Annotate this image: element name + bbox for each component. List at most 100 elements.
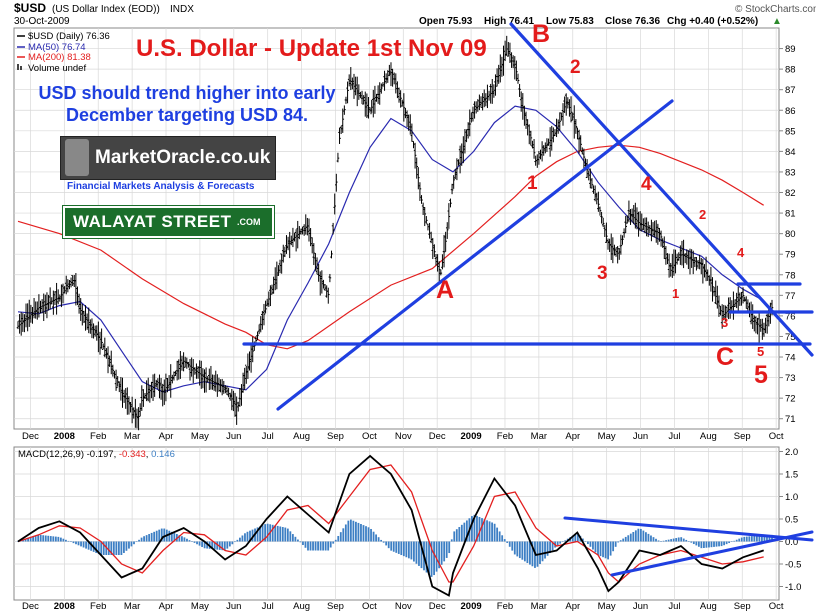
macd-histogram-bar	[211, 541, 214, 550]
ohlc-bar	[351, 77, 354, 90]
macd-x-tick-label: Dec	[429, 601, 446, 611]
ohlc-bar	[751, 304, 755, 329]
macd-histogram-bar	[491, 522, 493, 542]
macd-histogram-bar	[733, 540, 736, 542]
macd-histogram-bar	[629, 533, 632, 542]
ohlc-bar	[365, 93, 369, 119]
ohlc-bar	[262, 303, 266, 326]
ohlc-bar	[190, 357, 193, 377]
ohlc-bar	[468, 109, 472, 137]
ohlc-bar	[368, 107, 372, 113]
ohlc-bar	[355, 76, 359, 107]
macd-histogram-bar	[289, 531, 292, 542]
ohlc-bar	[658, 227, 661, 242]
macd-histogram-bar	[400, 541, 403, 556]
price-x-tick-label: Mar	[531, 431, 547, 442]
ohlc-bar	[138, 403, 142, 417]
ohlc-bar	[762, 322, 766, 337]
ohlc-bar	[510, 52, 513, 68]
forecast-text: USD should trend higher into early Decem…	[33, 82, 341, 126]
macd-x-tick-label: May	[598, 601, 616, 611]
macd-histogram-bar	[249, 530, 251, 542]
macd-histogram-bar	[761, 535, 763, 542]
macd-histogram-bar	[334, 539, 337, 542]
ohlc-bar	[524, 111, 528, 129]
ohlc-bar	[601, 217, 605, 228]
macd-histogram-bar	[170, 531, 173, 542]
macd-histogram-bar	[624, 536, 627, 542]
ohlc-bar	[516, 73, 520, 84]
ohlc-bar	[449, 198, 452, 208]
macd-histogram-bar	[576, 533, 579, 542]
ohlc-bar	[397, 87, 401, 103]
ohlc-bar	[386, 70, 390, 83]
ohlc-bar	[164, 373, 168, 402]
macd-histogram-bar	[571, 535, 574, 542]
ohlc-bar	[135, 408, 139, 429]
macd-histogram-bar	[448, 541, 451, 554]
macd-trend-line	[563, 516, 814, 542]
ohlc-bar	[359, 91, 362, 98]
ohlc-bar	[34, 301, 37, 319]
ohlc-bar	[761, 318, 764, 340]
ohlc-bar	[370, 99, 373, 115]
macd-histogram-bar	[687, 541, 690, 542]
macd-histogram-bar	[723, 541, 725, 546]
price-x-tick-label: Sep	[327, 431, 344, 442]
macd-histogram-bar	[599, 541, 602, 557]
macd-histogram-bar	[143, 536, 145, 542]
ohlc-bar	[638, 211, 642, 232]
ohlc-bar	[122, 389, 126, 403]
ohlc-bar	[544, 142, 547, 154]
ohlc-bar	[318, 271, 322, 296]
macd-x-axis: Dec 2008 Feb Mar Apr May Jun Jul Aug Sep Oct Nov Dec…	[22, 601, 784, 611]
macd-histogram-bar	[382, 541, 385, 543]
ohlc-bar	[302, 224, 306, 236]
macd-histogram-bar	[196, 541, 198, 545]
macd-x-tick-label: May	[191, 601, 209, 611]
ohlc-bar	[323, 283, 327, 291]
ohlc-bar	[399, 90, 402, 108]
macd-histogram-bar	[390, 541, 393, 551]
ohlc-bar	[301, 226, 304, 235]
ohlc-bar	[309, 228, 312, 247]
macd-histogram-bar	[471, 516, 473, 542]
macd-histogram-bar	[607, 541, 609, 560]
ohlc-bar	[563, 96, 566, 113]
macd-histogram-bar	[37, 534, 40, 542]
macd-y-axis: -1.0 -0.5 0.0 0.5 1.0 1.5 2.0	[779, 447, 801, 593]
macd-histogram-bar	[407, 541, 410, 559]
ohlc-bar	[589, 168, 592, 189]
macd-histogram-bar	[662, 540, 665, 542]
macd-histogram-bar	[158, 529, 161, 542]
ohlc-bar	[743, 296, 746, 302]
macd-histogram-bar	[750, 536, 753, 542]
ohlc-bar	[753, 315, 756, 332]
wave-label: 1	[527, 173, 538, 194]
ohlc-bar	[545, 138, 549, 152]
ohlc-bar	[709, 266, 713, 292]
wave-label: 2	[699, 207, 707, 222]
ohlc-bar	[166, 377, 169, 393]
ohlc-bar	[84, 305, 87, 331]
macd-histogram-bar	[191, 541, 193, 542]
macd-histogram-bar	[314, 541, 317, 551]
macd-histogram-bar	[312, 541, 314, 551]
macd-x-tick-label: Sep	[327, 601, 344, 611]
ohlc-bar	[650, 219, 653, 242]
macd-histogram-bar	[685, 539, 688, 542]
ohlc-bar	[553, 129, 557, 137]
ohlc-bar	[453, 169, 457, 180]
ohlc-bar	[296, 220, 300, 249]
macd-histogram-bar	[309, 541, 312, 551]
macd-histogram-bar	[380, 539, 383, 542]
macd-histogram-bar	[228, 541, 231, 547]
macd-histogram-bar	[183, 537, 186, 542]
ohlc-bar	[27, 299, 31, 327]
macd-x-tick-label: Jun	[226, 601, 241, 611]
macd-histogram-bar	[413, 541, 415, 562]
macd-histogram-bar	[433, 541, 435, 576]
ohlc-bar	[471, 106, 475, 122]
macd-histogram-bar	[244, 533, 246, 542]
macd-histogram-bar	[455, 529, 458, 542]
